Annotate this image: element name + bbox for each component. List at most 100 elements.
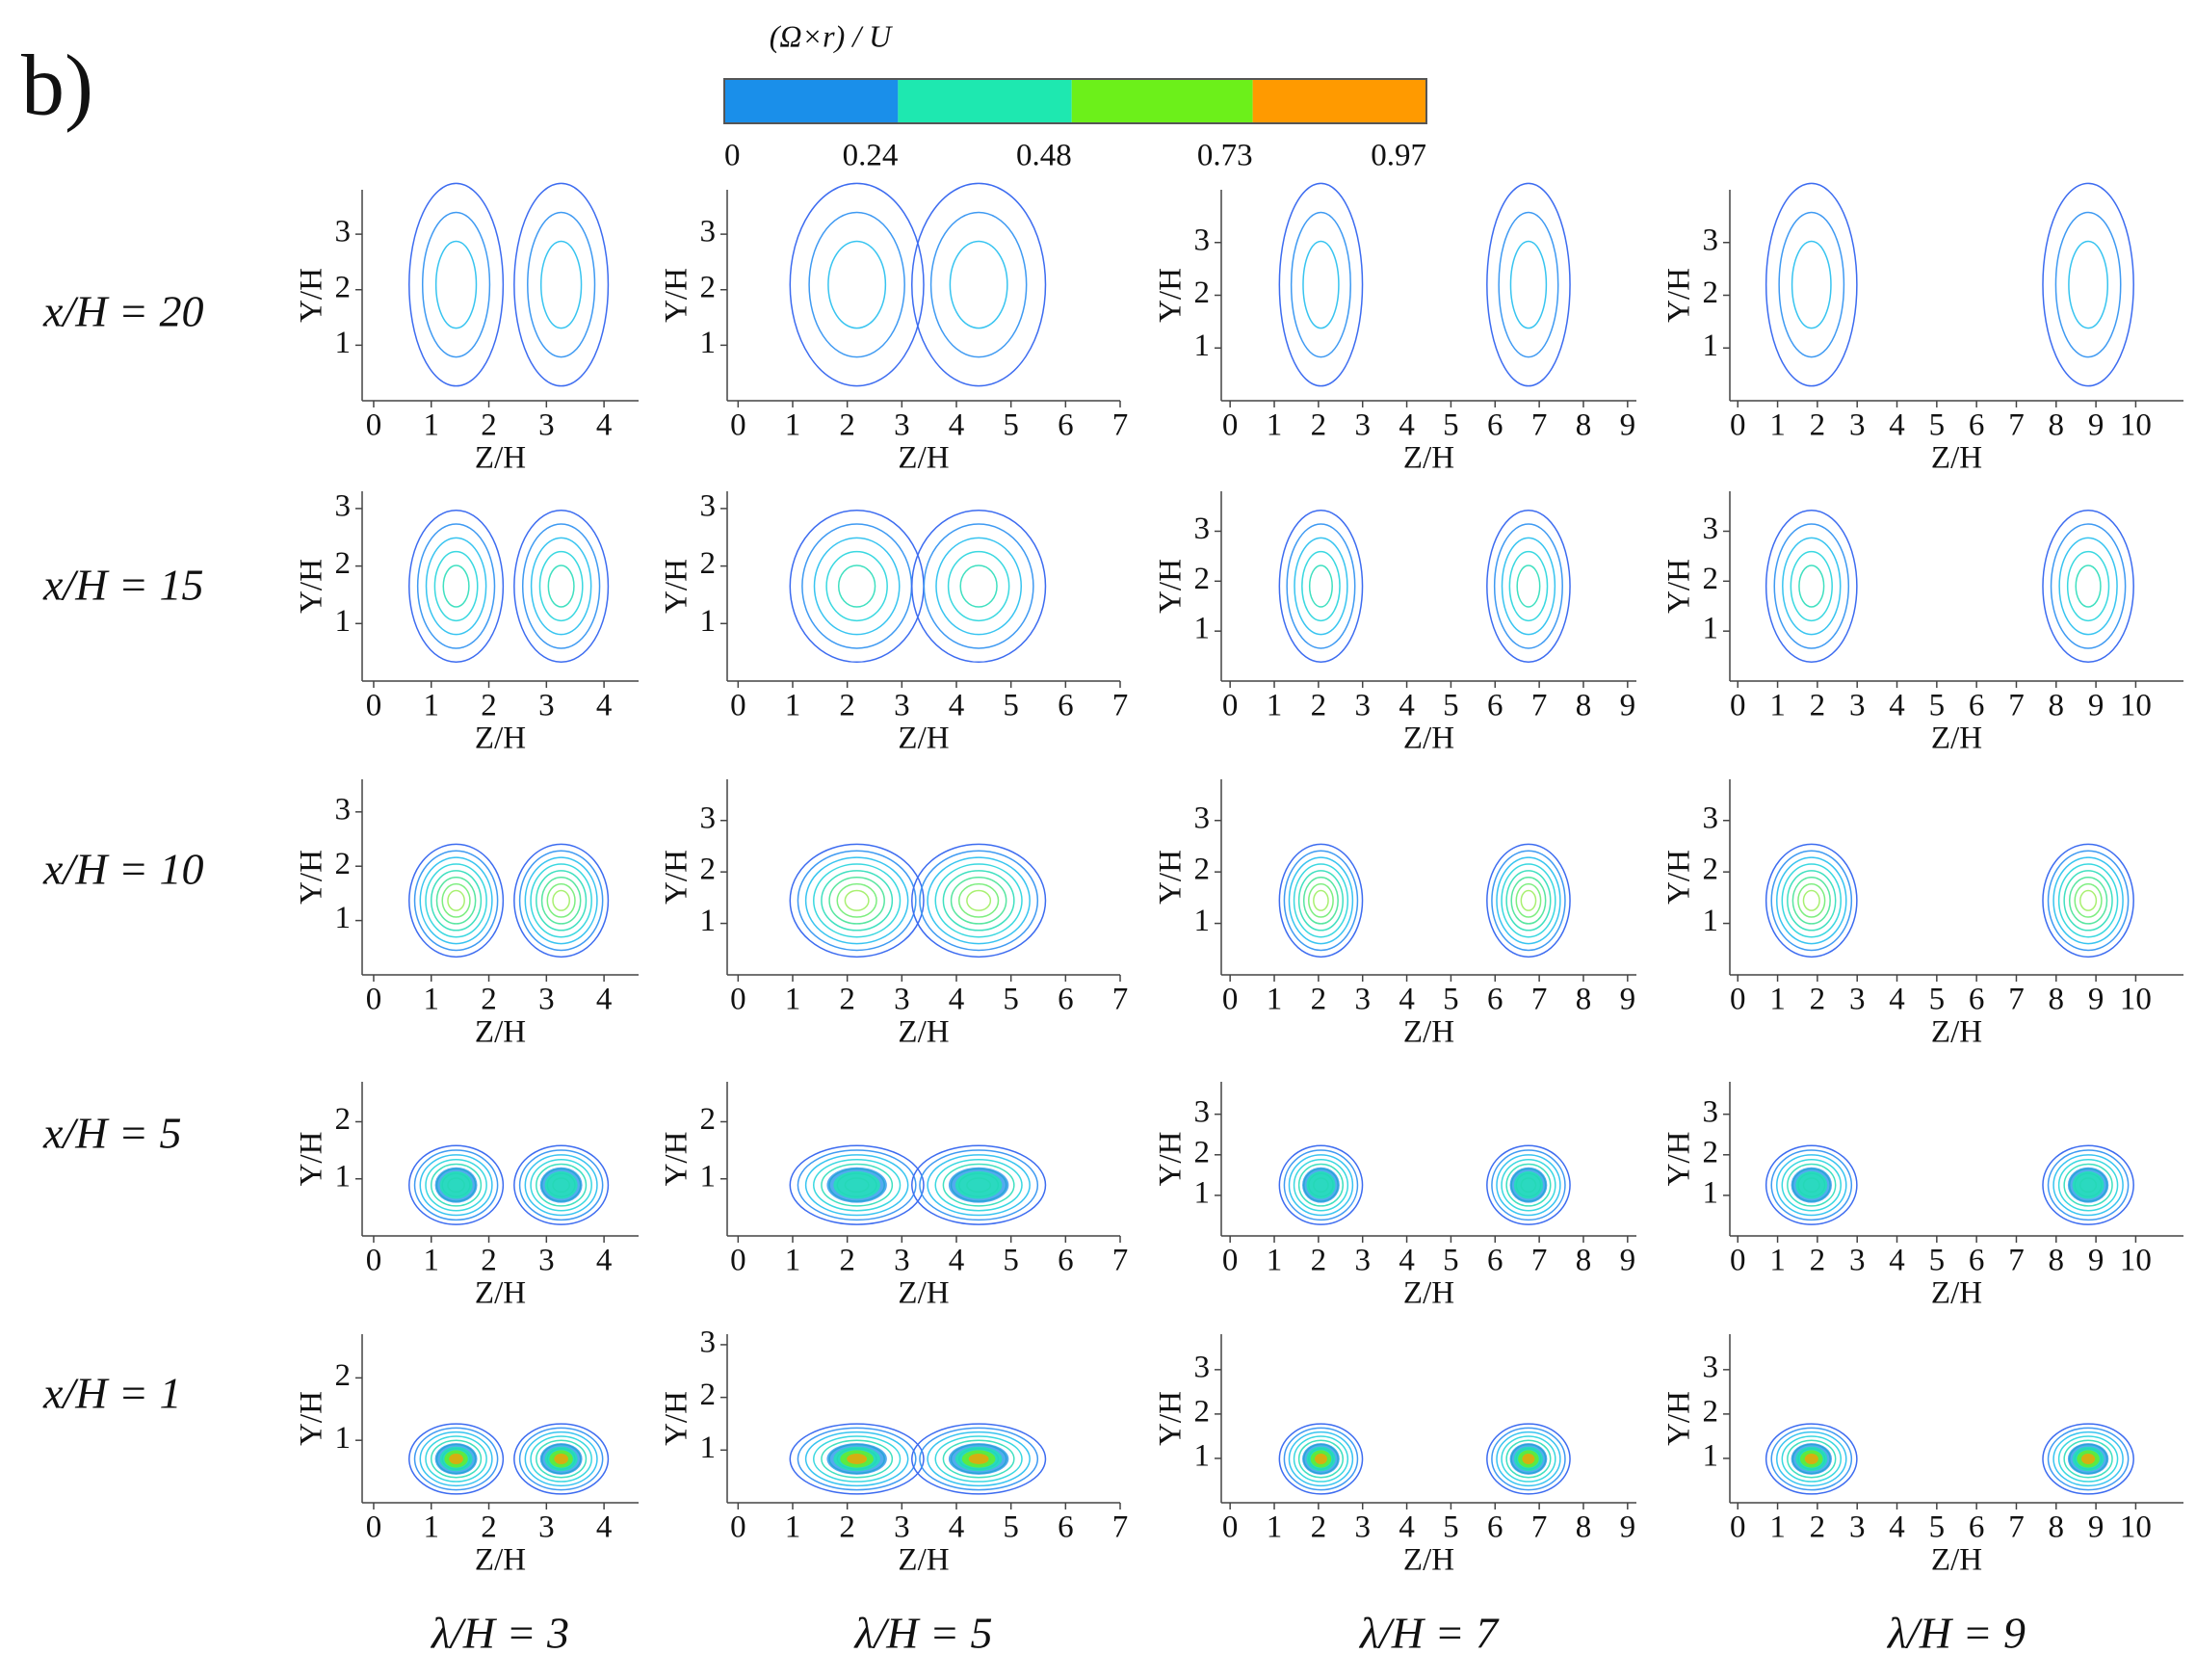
x-tick-label: 7 bbox=[1112, 689, 1129, 723]
contour-line bbox=[1278, 182, 1364, 387]
contour-line bbox=[1505, 1439, 1552, 1479]
contour-line bbox=[2042, 1423, 2134, 1495]
contour-line bbox=[1278, 843, 1364, 958]
contour-line bbox=[530, 1158, 592, 1212]
contour-line bbox=[413, 1149, 499, 1221]
contour-line bbox=[813, 537, 901, 636]
contour-line bbox=[524, 856, 598, 945]
contour-line bbox=[419, 856, 493, 945]
x-tick-label: 1 bbox=[424, 408, 440, 443]
x-tick-label: 8 bbox=[1576, 1510, 1592, 1545]
contour-line bbox=[1505, 870, 1552, 932]
y-axis-label: Y/H bbox=[1154, 559, 1189, 614]
contour-fill bbox=[833, 1170, 880, 1199]
y-tick-label: 2 bbox=[1703, 1135, 1719, 1169]
contour-line bbox=[2058, 537, 2118, 636]
contour-line bbox=[425, 1158, 487, 1212]
x-tick-label: 1 bbox=[785, 689, 801, 723]
x-tick-label: 3 bbox=[1354, 408, 1371, 443]
contour-line bbox=[825, 550, 888, 622]
contour-line bbox=[789, 1423, 925, 1495]
contour-fill bbox=[1522, 1454, 1535, 1464]
colorbar-tick-label: 0.24 bbox=[843, 139, 899, 173]
contour-line bbox=[801, 523, 913, 649]
y-tick-label: 2 bbox=[1194, 853, 1211, 887]
x-tick-label: 10 bbox=[2120, 1244, 2152, 1278]
contour-line bbox=[1798, 564, 1825, 608]
x-tick-label: 7 bbox=[2008, 408, 2025, 443]
contour-line bbox=[804, 856, 909, 945]
colorbar-title: (Ω×r) / U bbox=[770, 18, 893, 53]
contour-line bbox=[513, 182, 610, 387]
contour-line bbox=[797, 1427, 917, 1491]
contour-line bbox=[950, 877, 1007, 925]
y-tick-label: 2 bbox=[700, 1378, 717, 1412]
y-tick-label: 1 bbox=[700, 904, 717, 938]
contour-fill bbox=[439, 1170, 473, 1199]
contour-line bbox=[957, 882, 1000, 918]
x-axis-label: Z/H bbox=[1931, 1015, 1982, 1050]
contour-line bbox=[1493, 523, 1563, 649]
y-tick-label: 1 bbox=[1703, 904, 1719, 938]
contour-line bbox=[1781, 1158, 1843, 1212]
contour-fill bbox=[2072, 1170, 2104, 1199]
contour-line bbox=[408, 1423, 505, 1495]
contour-line bbox=[821, 1439, 894, 1479]
x-tick-label: 3 bbox=[1354, 1510, 1371, 1545]
y-tick-label: 2 bbox=[700, 853, 717, 887]
x-tick-label: 1 bbox=[1267, 689, 1283, 723]
contour-line bbox=[1781, 1435, 1843, 1483]
x-tick-label: 5 bbox=[1443, 408, 1459, 443]
x-tick-label: 0 bbox=[1222, 1510, 1239, 1545]
contour-line bbox=[1486, 843, 1571, 958]
x-tick-label: 1 bbox=[1267, 408, 1283, 443]
contour-line bbox=[536, 870, 588, 932]
contour-line bbox=[441, 882, 471, 918]
x-tick-label: 4 bbox=[1889, 689, 1905, 723]
contour-line bbox=[1778, 211, 1845, 358]
contour-line bbox=[408, 509, 505, 664]
contour-line bbox=[1283, 1149, 1359, 1221]
x-axis-label: Z/H bbox=[475, 1276, 526, 1311]
contour-line bbox=[1515, 882, 1542, 918]
contour-panel: 0 1 2 3 4 1 2 3 Z/H Y/H bbox=[295, 488, 639, 756]
contour-line bbox=[1770, 850, 1853, 952]
contour-line bbox=[2063, 870, 2113, 932]
contour-line bbox=[1293, 1158, 1349, 1212]
x-tick-label: 1 bbox=[785, 983, 801, 1017]
x-tick-label: 1 bbox=[785, 1244, 801, 1278]
contour-fill bbox=[1795, 1170, 1828, 1199]
contour-line bbox=[421, 211, 491, 358]
contour-line bbox=[911, 1423, 1047, 1495]
x-tick-label: 9 bbox=[1620, 983, 1636, 1017]
x-tick-label: 1 bbox=[785, 408, 801, 443]
contour-line bbox=[837, 564, 876, 608]
x-tick-label: 1 bbox=[424, 689, 440, 723]
contour-line bbox=[1302, 877, 1339, 925]
contour-line bbox=[1787, 870, 1837, 932]
colorbar-segment bbox=[1071, 79, 1253, 123]
x-tick-label: 2 bbox=[481, 689, 497, 723]
x-tick-label: 6 bbox=[1058, 408, 1074, 443]
contour-line bbox=[552, 889, 571, 911]
y-tick-label: 3 bbox=[1194, 223, 1211, 257]
x-tick-label: 2 bbox=[839, 1244, 855, 1278]
x-tick-label: 7 bbox=[2008, 1510, 2025, 1545]
y-axis-label: Y/H bbox=[1662, 1391, 1697, 1446]
x-tick-label: 3 bbox=[1849, 1244, 1866, 1278]
x-tick-label: 8 bbox=[2049, 1244, 2065, 1278]
contour-line bbox=[1498, 211, 1559, 358]
x-tick-label: 2 bbox=[839, 689, 855, 723]
contour-line bbox=[1288, 856, 1354, 945]
x-tick-label: 5 bbox=[1003, 1244, 1019, 1278]
contour-line bbox=[919, 1427, 1039, 1491]
contour-line bbox=[527, 211, 596, 358]
colorbar-segment bbox=[898, 79, 1072, 123]
y-tick-label: 3 bbox=[1703, 512, 1719, 546]
x-tick-label: 6 bbox=[1487, 1510, 1503, 1545]
column-label: λ/H = 3 bbox=[430, 1609, 569, 1658]
y-tick-label: 2 bbox=[335, 1102, 352, 1137]
